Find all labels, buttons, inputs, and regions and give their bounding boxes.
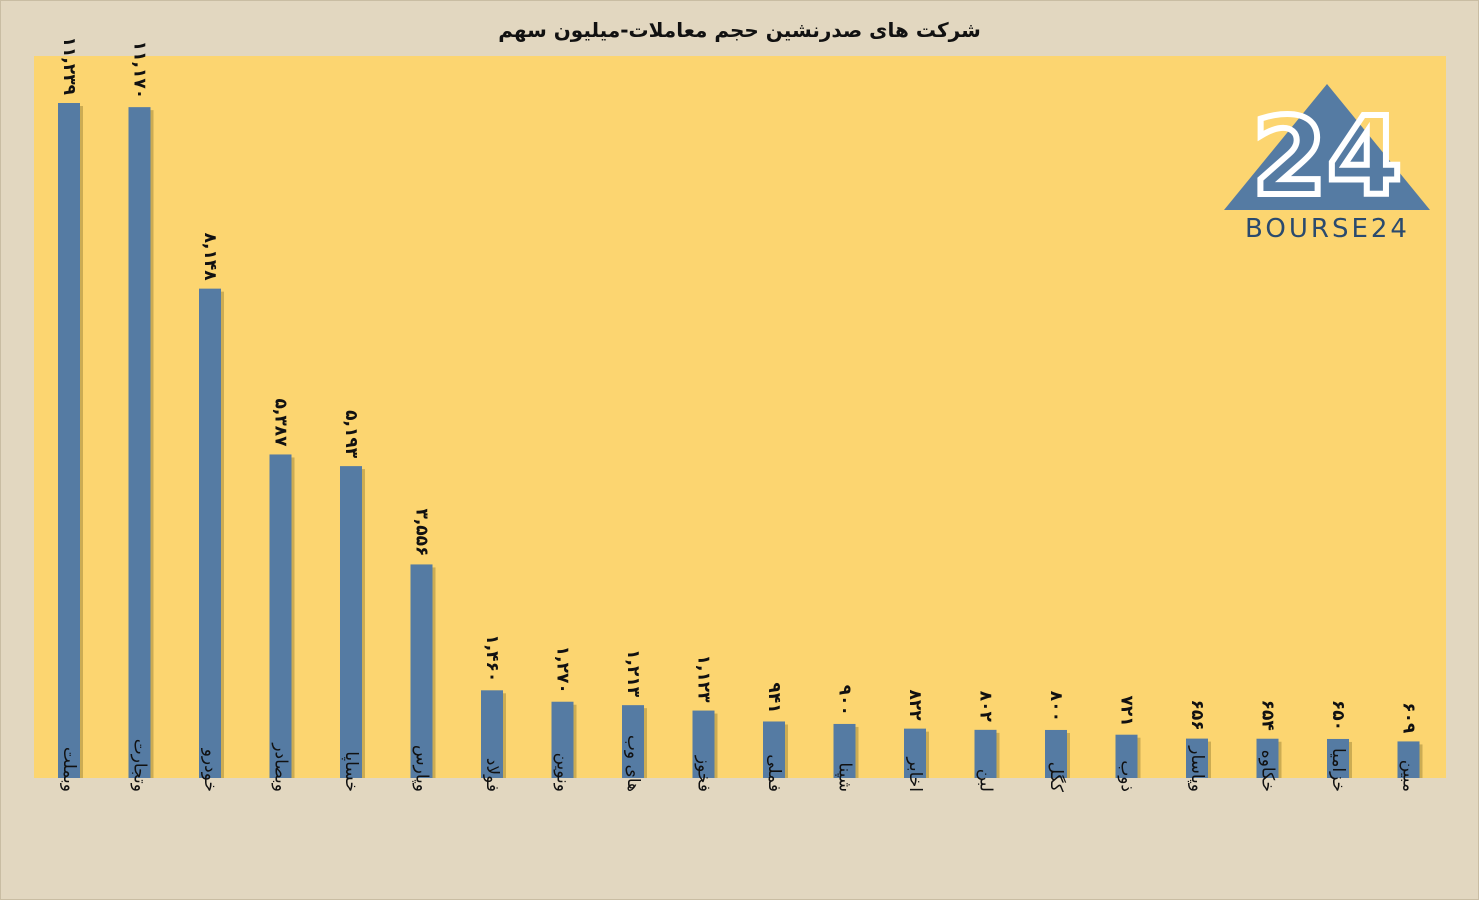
bar-5: [340, 466, 362, 778]
data-label: ۱,۱۲۳: [694, 655, 714, 704]
x-tick-label: فملی: [764, 754, 784, 792]
bar-13: [904, 728, 926, 778]
bar-12: [833, 723, 856, 778]
bar-19: [1327, 738, 1349, 778]
data-label: ۹۴۱: [764, 682, 784, 713]
x-tick-label: خودرو: [200, 748, 220, 792]
x-tick-label: فخوز: [694, 755, 714, 792]
data-label: ۶۵۶: [1187, 699, 1207, 730]
logo-text: BOURSE24: [1245, 214, 1410, 244]
x-tick-label: کگل: [1046, 762, 1067, 793]
x-tick-label: اخابر: [905, 756, 925, 792]
bar-15: [1045, 729, 1067, 778]
x-tick-label: ونوین: [553, 753, 573, 792]
bar-16: [1115, 734, 1138, 778]
data-label: ۶۵۴: [1258, 700, 1278, 731]
bar-1: [58, 103, 80, 778]
data-label: ۵,۳۸۷: [271, 398, 291, 447]
bar-6: [410, 564, 433, 778]
data-label: ۱۱,۲۳۹: [59, 37, 79, 96]
x-tick-label: خزامیا: [1328, 748, 1348, 792]
x-tick-label: وتجارت: [130, 739, 150, 792]
bar-7: [481, 690, 503, 778]
bar-3: [199, 288, 221, 778]
bar-11: [763, 721, 785, 778]
data-label: ۱,۴۶۰: [482, 634, 502, 682]
data-label: ۶۰۹: [1399, 702, 1419, 734]
data-label: ۱,۲۱۳: [623, 649, 643, 698]
x-tick-label: شپنا: [835, 762, 855, 792]
data-label: ۸,۱۴۸: [200, 233, 220, 282]
bar-18: [1256, 738, 1279, 778]
bar-17: [1186, 738, 1208, 778]
x-tick-label: وپاسار: [1187, 745, 1207, 792]
x-tick-label: های وب: [623, 735, 643, 792]
plot-area: [34, 56, 1446, 778]
data-label: ۶۵۰: [1328, 700, 1348, 731]
data-label: ۹۰۰: [835, 685, 855, 716]
bar-4: [269, 454, 292, 778]
x-tick-label: مبین: [1399, 760, 1419, 792]
bar-9: [622, 705, 644, 778]
x-tick-label: وپارس: [412, 745, 432, 792]
x-tick-label: خساپا: [341, 751, 361, 792]
data-label: ۸۲۲: [905, 689, 925, 721]
bourse24-logo-icon: 24: [1224, 84, 1430, 223]
x-tick-label: وبملت: [59, 747, 79, 792]
data-label: ۸۰۲: [976, 691, 996, 723]
bar-14: [974, 729, 997, 778]
bar-20: [1397, 741, 1420, 778]
chart-title: شرکت های صدرنشین حجم معاملات-میلیون سهم: [498, 18, 981, 42]
data-label: ۵,۱۹۳: [341, 410, 361, 459]
logo-number: 24: [1252, 95, 1402, 220]
bar-10: [692, 710, 715, 778]
x-tick-label: ذوب: [1117, 760, 1137, 792]
x-tick-label: خکاوه: [1258, 750, 1278, 792]
data-label: ۳,۵۵۶: [412, 508, 432, 556]
data-label: ۱۱,۱۷۰: [130, 41, 150, 99]
data-label: ۱,۲۷۰: [553, 646, 573, 694]
x-tick-label: وبصادر: [271, 742, 291, 792]
data-label: ۸۰۰: [1046, 691, 1066, 722]
bar-8: [551, 701, 574, 778]
bar-2: [128, 107, 151, 779]
data-label: ۷۲۱: [1117, 696, 1137, 727]
x-tick-label: فولاد: [482, 758, 502, 792]
x-tick-label: لبن: [976, 769, 996, 792]
